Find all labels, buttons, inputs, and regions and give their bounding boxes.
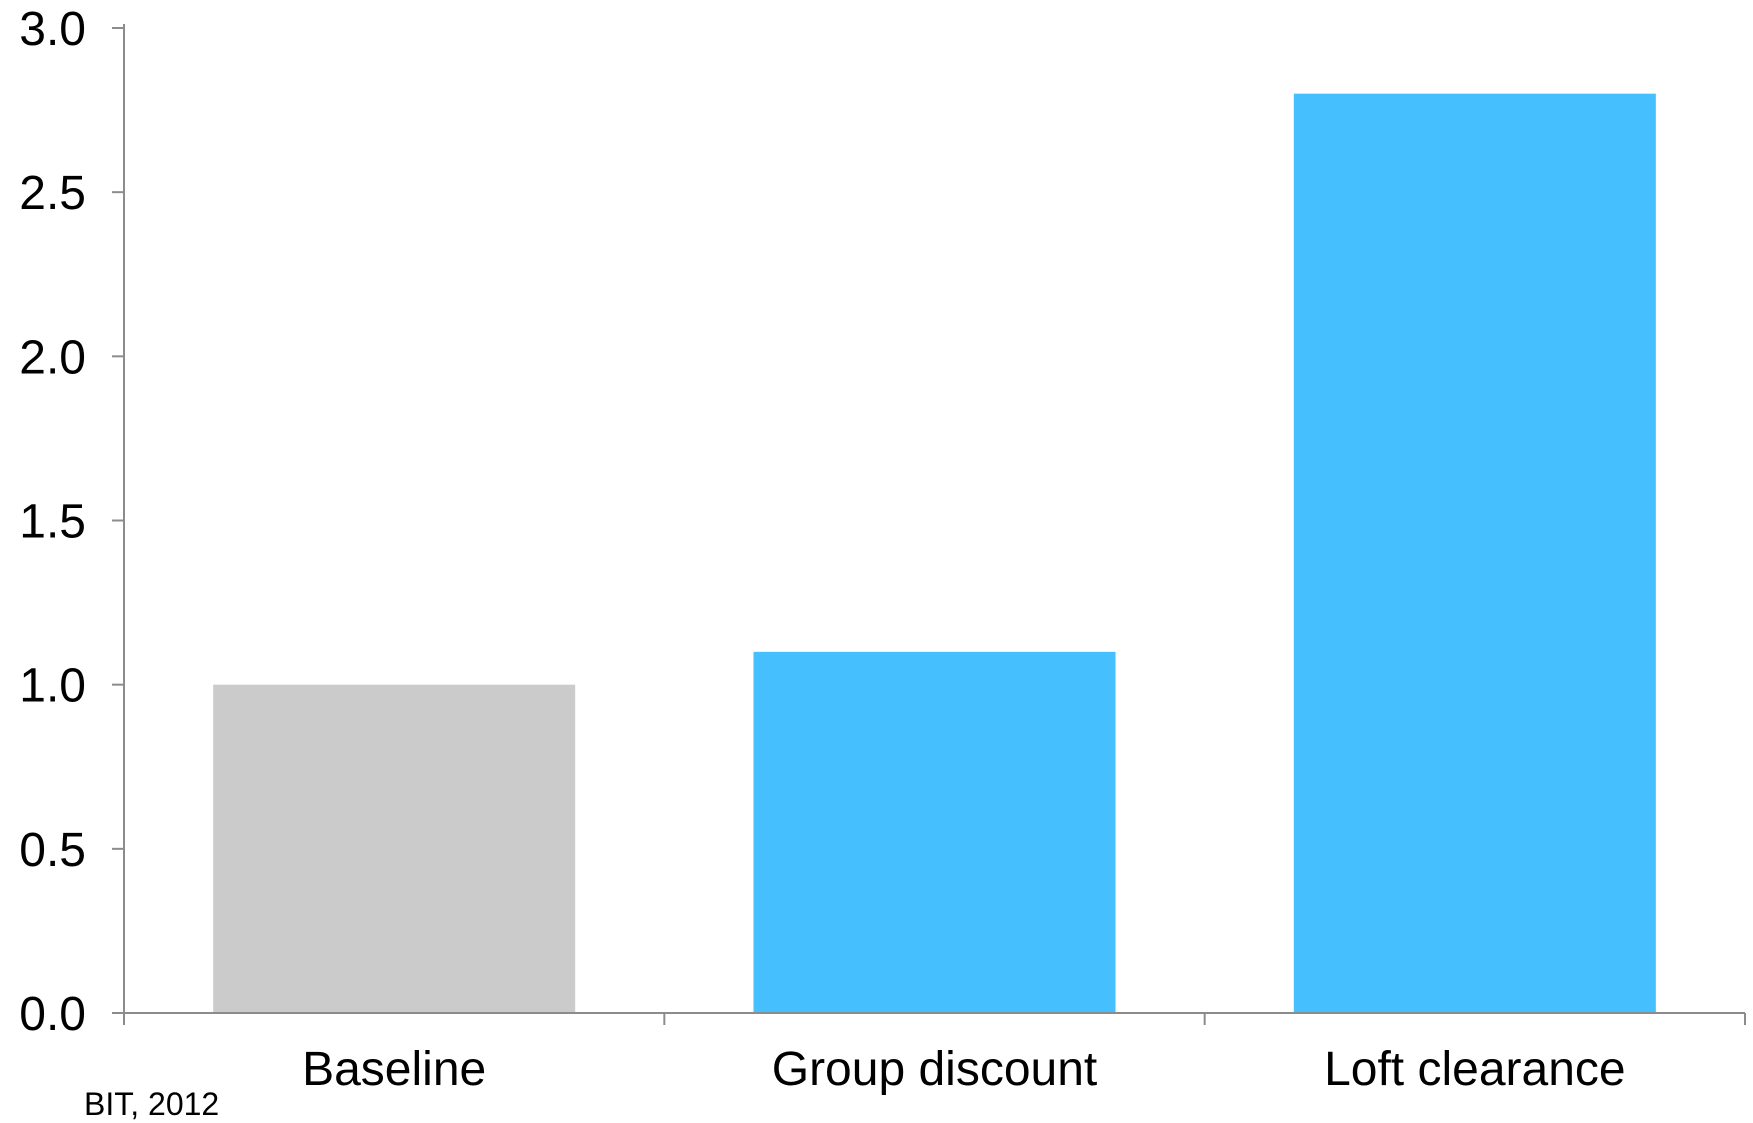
x-label-baseline: Baseline (302, 1043, 486, 1096)
bar-loft-clearance (1293, 93, 1656, 1014)
y-tick-label: 0.0 (19, 988, 86, 1041)
axes-group (112, 24, 1746, 1025)
x-category-labels: Baseline Group discount Loft clearance (302, 1043, 1625, 1096)
x-label-loft-clearance: Loft clearance (1324, 1043, 1626, 1096)
bar-baseline (213, 684, 576, 1013)
y-tick-label: 1.0 (19, 660, 86, 713)
y-tick-label: 3.0 (19, 3, 86, 56)
y-tick-labels: 0.0 0.5 1.0 1.5 2.0 2.5 3.0 (19, 3, 86, 1041)
bars-group (213, 93, 1656, 1014)
y-tick-label: 2.0 (19, 331, 86, 384)
x-label-group-discount: Group discount (772, 1043, 1098, 1096)
y-tick-label: 2.5 (19, 167, 86, 220)
source-note: BIT, 2012 (84, 1086, 220, 1122)
y-tick-label: 1.5 (19, 496, 86, 549)
bar-group-discount (753, 651, 1116, 1013)
y-tick-label: 0.5 (19, 824, 86, 877)
